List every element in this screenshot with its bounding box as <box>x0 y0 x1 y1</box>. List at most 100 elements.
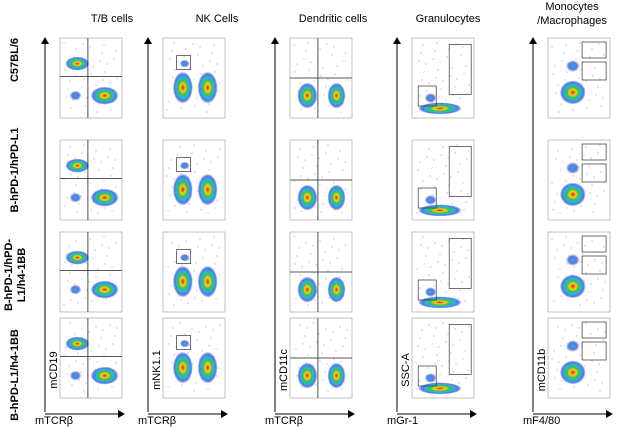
scatter-dot <box>592 211 594 213</box>
scatter-dot <box>590 283 592 285</box>
scatter-dot <box>454 86 456 88</box>
gate <box>176 55 191 70</box>
scatter-dot <box>86 97 88 99</box>
scatter-dot <box>112 343 114 345</box>
scatter-dot <box>322 67 324 69</box>
scatter-dot <box>320 75 322 77</box>
scatter-dot <box>445 99 447 101</box>
cell-population <box>327 184 346 211</box>
cell-population <box>179 59 190 68</box>
row-label: B-hPD-1/hPD-L1 <box>9 128 21 213</box>
scatter-dot <box>439 373 441 375</box>
scatter-dot <box>319 360 321 362</box>
scatter-dot <box>74 333 76 335</box>
scatter-dot <box>561 60 563 62</box>
scatter-dot <box>216 63 218 65</box>
scatter-dot <box>115 242 117 244</box>
scatter-dot <box>433 285 435 287</box>
plot-frame <box>162 139 226 221</box>
scatter-dot <box>114 335 116 337</box>
scatter-dot <box>340 111 342 113</box>
gate <box>581 163 607 183</box>
scatter-dot <box>67 88 69 90</box>
scatter-dot <box>441 365 443 367</box>
scatter-dot <box>207 212 209 214</box>
scatter-dot <box>418 380 420 382</box>
cell-population <box>559 80 586 105</box>
scatter-dot <box>436 42 438 44</box>
scatter-dot <box>216 255 218 257</box>
scatter-dot <box>69 322 71 324</box>
scatter-dot <box>188 203 190 205</box>
gate <box>176 157 191 172</box>
scatter-dot <box>65 346 67 348</box>
scatter-dot <box>593 302 595 304</box>
scatter-dot <box>193 270 195 272</box>
scatter-dot <box>101 244 103 246</box>
scatter-dot <box>600 297 602 299</box>
scatter-dot <box>96 111 98 113</box>
plot-frame <box>59 37 123 119</box>
plot-frame <box>162 37 226 119</box>
scatter-dot <box>82 43 84 45</box>
scatter-dot <box>590 333 592 335</box>
scatter-dot <box>465 257 467 259</box>
scatter-dot <box>109 274 111 276</box>
scatter-dot <box>302 343 304 345</box>
scatter-dot <box>584 245 586 247</box>
scatter-dot <box>174 69 176 71</box>
scatter-dot <box>296 375 298 377</box>
scatter-dot <box>294 263 296 265</box>
scatter-dot <box>416 212 418 214</box>
cell-population <box>565 162 580 174</box>
scatter-dot <box>451 259 453 261</box>
scatter-dot <box>95 326 97 328</box>
scatter-dot <box>95 150 97 152</box>
scatter-dot <box>97 388 99 390</box>
scatter-dot <box>573 210 575 212</box>
scatter-dot <box>173 42 175 44</box>
scatter-dot <box>200 209 202 211</box>
scatter-dot <box>597 152 599 154</box>
scatter-dot <box>110 175 112 177</box>
scatter-dot <box>196 339 198 341</box>
scatter-dot <box>211 52 213 54</box>
scatter-dot <box>440 154 442 156</box>
scatter-dot <box>559 268 561 270</box>
scatter-dot <box>428 274 430 276</box>
scatter-dot <box>579 178 581 180</box>
scatter-dot <box>578 327 580 329</box>
scatter-dot <box>75 240 77 242</box>
scatter-dot <box>301 266 303 268</box>
scatter-dot <box>554 65 556 67</box>
scatter-dot <box>564 329 566 331</box>
scatter-dot <box>434 50 436 52</box>
scatter-dot <box>187 352 189 354</box>
scatter-dot <box>427 247 429 249</box>
scatter-dot <box>181 264 183 266</box>
scatter-dot <box>319 48 321 50</box>
scatter-dot <box>63 304 65 306</box>
scatter-dot <box>103 44 105 46</box>
scatter-dot <box>180 107 182 109</box>
scatter-dot <box>168 167 170 169</box>
scatter-dot <box>88 281 90 283</box>
scatter-dot <box>418 60 420 62</box>
scatter-dot <box>82 363 84 365</box>
scatter-dot <box>188 67 190 69</box>
scatter-dot <box>420 244 422 246</box>
gate <box>417 279 437 301</box>
scatter-dot <box>102 329 104 331</box>
scatter-dot <box>446 192 448 194</box>
scatter-dot <box>219 148 221 150</box>
cell-population <box>297 276 318 303</box>
scatter-dot <box>97 212 99 214</box>
scatter-dot <box>442 80 444 82</box>
scatter-dot <box>580 205 582 207</box>
scatter-dot <box>422 44 424 46</box>
scatter-dot <box>562 337 564 339</box>
scatter-dot <box>178 245 180 247</box>
scatter-dot <box>602 97 604 99</box>
